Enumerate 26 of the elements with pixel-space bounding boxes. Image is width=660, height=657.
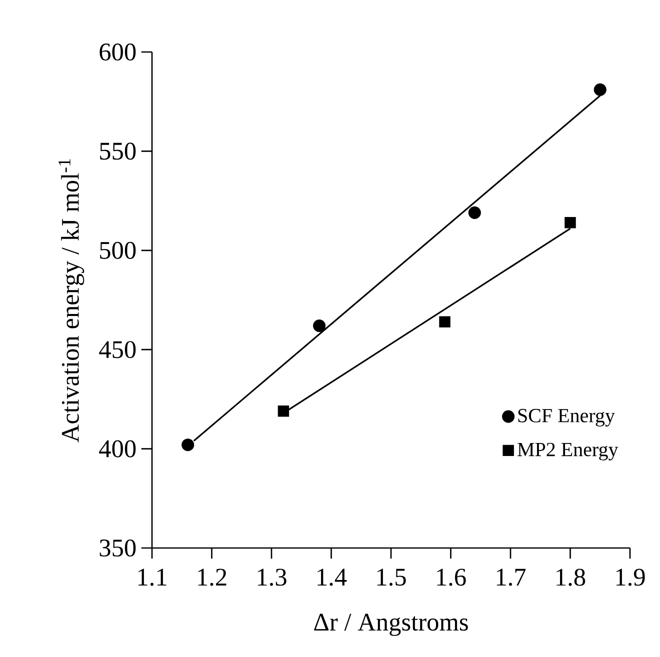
legend-label: MP2 Energy — [518, 442, 618, 460]
y-tick-label: 600 — [100, 43, 136, 61]
point — [278, 406, 290, 417]
x-tick-label: 1.8 — [556, 568, 586, 586]
point — [468, 206, 481, 219]
y-tick-label: 450 — [99, 341, 136, 358]
point — [564, 217, 576, 228]
x-tick-label: 1.4 — [318, 568, 347, 586]
point — [594, 83, 606, 96]
x-tick-label: 1.3 — [258, 568, 286, 586]
y-tick-label: 400 — [99, 440, 136, 458]
x-tick-label: 1.2 — [198, 568, 226, 586]
x-axis-title: Δr / Angstroms — [314, 614, 468, 636]
legend-label: SCF Energy — [518, 408, 615, 426]
y-tick-label: 350 — [100, 539, 136, 557]
x-tick-label: 1.9 — [616, 568, 645, 586]
point — [182, 438, 194, 452]
x-tick-label: 1.5 — [377, 568, 406, 586]
x-tick-label: 1.6 — [437, 568, 466, 586]
x-tick-label: 1.1 — [138, 568, 166, 586]
x-tick-label: 1.7 — [496, 568, 526, 586]
point — [313, 320, 326, 332]
y-axis-title: Activation energy / kJ mol$^{-1}$ — [58, 159, 84, 442]
y-tick-label: 500 — [100, 242, 136, 259]
y-tick-label: 550 — [100, 142, 136, 160]
point — [439, 316, 450, 328]
